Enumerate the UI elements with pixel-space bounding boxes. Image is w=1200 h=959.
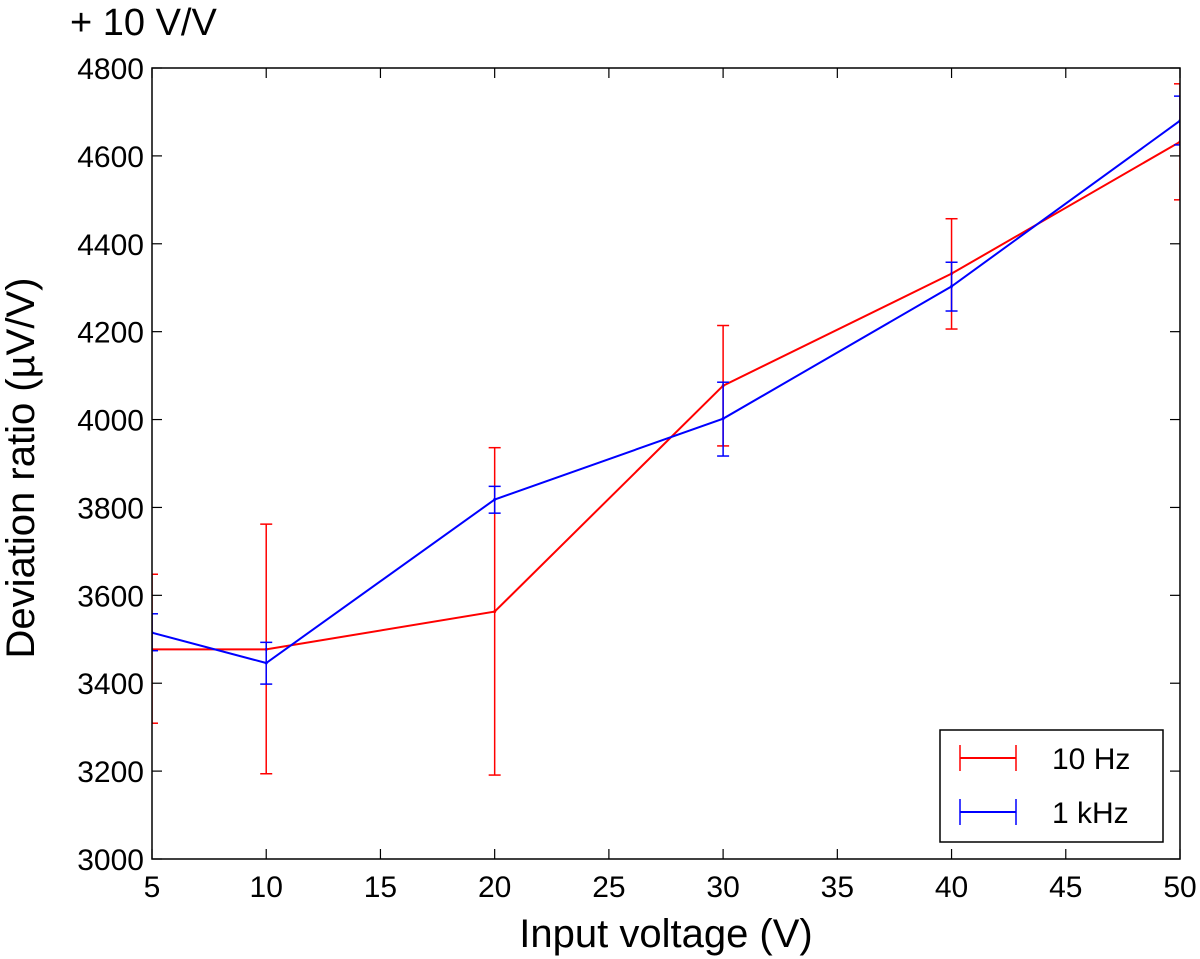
x-tick-label: 40 [935, 871, 968, 904]
y-tick-label: 4200 [77, 317, 144, 350]
y-tick-label: 4600 [77, 141, 144, 174]
x-tick-label: 10 [250, 871, 283, 904]
y-tick-label: 3200 [77, 756, 144, 789]
y-tick-label: 4000 [77, 405, 144, 438]
plot-area [152, 83, 1180, 776]
series-1khz-point [264, 661, 268, 665]
plot-frame [151, 67, 1181, 860]
x-tick-label: 5 [144, 871, 161, 904]
legend-10hz-label: 10 Hz [1052, 743, 1130, 776]
series-1khz-line [152, 119, 1180, 665]
y-tick-label: 3600 [77, 580, 144, 613]
x-tick-label: 45 [1049, 871, 1082, 904]
series-10hz-line [152, 140, 1180, 651]
y-axis-label: Deviation ratio (µV/V) [0, 278, 43, 659]
x-axis-label: Input voltage (V) [519, 912, 813, 956]
legend-box [939, 729, 1164, 843]
x-tick-label: 50 [1163, 871, 1196, 904]
chart-title: + 10 V/V [70, 2, 217, 44]
y-tick-label: 3400 [77, 668, 144, 701]
y-tick-label: 3000 [77, 844, 144, 877]
y-tick-label: 3800 [77, 492, 144, 525]
y-tick-label: 4800 [77, 53, 144, 86]
series-1khz-point [493, 498, 497, 502]
x-tick-label: 15 [364, 871, 397, 904]
x-tick-label: 25 [592, 871, 625, 904]
series-1khz-point [950, 284, 954, 288]
legend: 10 Hz 1 kHz [939, 729, 1164, 843]
legend-1khz-label: 1 kHz [1052, 797, 1129, 830]
axes: 5 10 15 20 25 30 35 40 45 50 3000 3200 3400 3600 3800 4… [77, 53, 1196, 904]
x-tick-label: 30 [706, 871, 739, 904]
series-1khz-point [721, 417, 725, 421]
series-10hz-point [493, 610, 497, 614]
x-tick-label: 35 [821, 871, 854, 904]
y-tick-label: 4400 [77, 229, 144, 262]
x-tick-label: 20 [478, 871, 511, 904]
